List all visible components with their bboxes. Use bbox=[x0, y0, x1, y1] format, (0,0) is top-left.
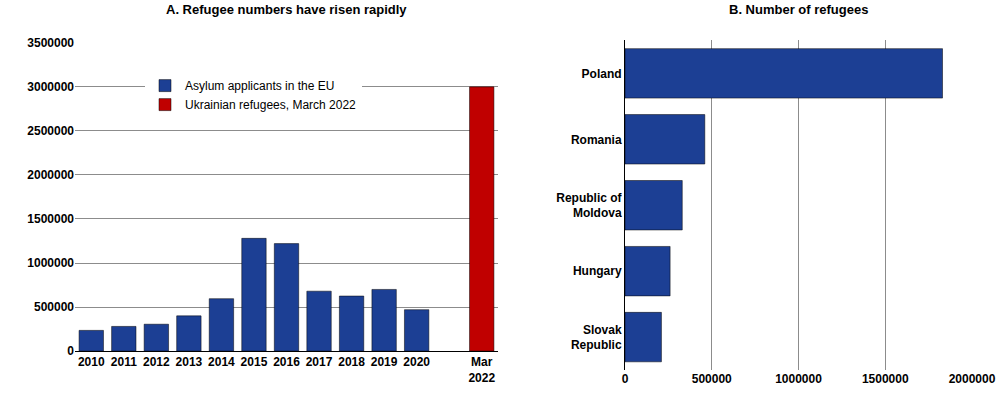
svg-text:500000: 500000 bbox=[34, 300, 74, 314]
svg-text:2500000: 2500000 bbox=[27, 124, 74, 138]
svg-text:SlovakRepublic: SlovakRepublic bbox=[571, 323, 622, 353]
svg-text:2019: 2019 bbox=[371, 355, 398, 369]
svg-text:2020: 2020 bbox=[403, 355, 430, 369]
svg-text:2014: 2014 bbox=[208, 355, 235, 369]
svg-text:2015: 2015 bbox=[241, 355, 268, 369]
svg-text:1000000: 1000000 bbox=[27, 256, 74, 270]
svg-text:2012: 2012 bbox=[143, 355, 170, 369]
svg-text:A. Refugee numbers have risen: A. Refugee numbers have risen rapidly bbox=[166, 2, 407, 17]
svg-text:500000: 500000 bbox=[692, 372, 732, 386]
svg-text:3500000: 3500000 bbox=[27, 36, 74, 50]
svg-text:1500000: 1500000 bbox=[27, 212, 74, 226]
svg-text:0: 0 bbox=[67, 344, 74, 358]
svg-text:B. Number of refugees: B. Number of refugees bbox=[729, 2, 868, 17]
svg-text:Mar2022: Mar2022 bbox=[468, 355, 495, 385]
svg-text:2016: 2016 bbox=[273, 355, 300, 369]
svg-text:2013: 2013 bbox=[176, 355, 203, 369]
svg-text:2011: 2011 bbox=[111, 355, 137, 369]
svg-text:1000000: 1000000 bbox=[775, 372, 822, 386]
svg-text:Hungary: Hungary bbox=[573, 264, 622, 278]
svg-text:Ukrainian refugees, March 2022: Ukrainian refugees, March 2022 bbox=[185, 98, 356, 112]
svg-text:1500000: 1500000 bbox=[862, 372, 909, 386]
svg-text:Romania: Romania bbox=[571, 133, 622, 147]
svg-text:Republic ofMoldova: Republic ofMoldova bbox=[556, 191, 622, 221]
svg-text:Poland: Poland bbox=[582, 67, 622, 81]
svg-text:2018: 2018 bbox=[338, 355, 365, 369]
svg-text:0: 0 bbox=[622, 372, 629, 386]
svg-text:2017: 2017 bbox=[306, 355, 333, 369]
svg-text:2010: 2010 bbox=[78, 355, 105, 369]
svg-text:3000000: 3000000 bbox=[27, 80, 74, 94]
svg-text:Asylum applicants in the EU: Asylum applicants in the EU bbox=[185, 79, 334, 93]
svg-text:2000000: 2000000 bbox=[27, 168, 74, 182]
svg-text:2000000: 2000000 bbox=[949, 372, 996, 386]
